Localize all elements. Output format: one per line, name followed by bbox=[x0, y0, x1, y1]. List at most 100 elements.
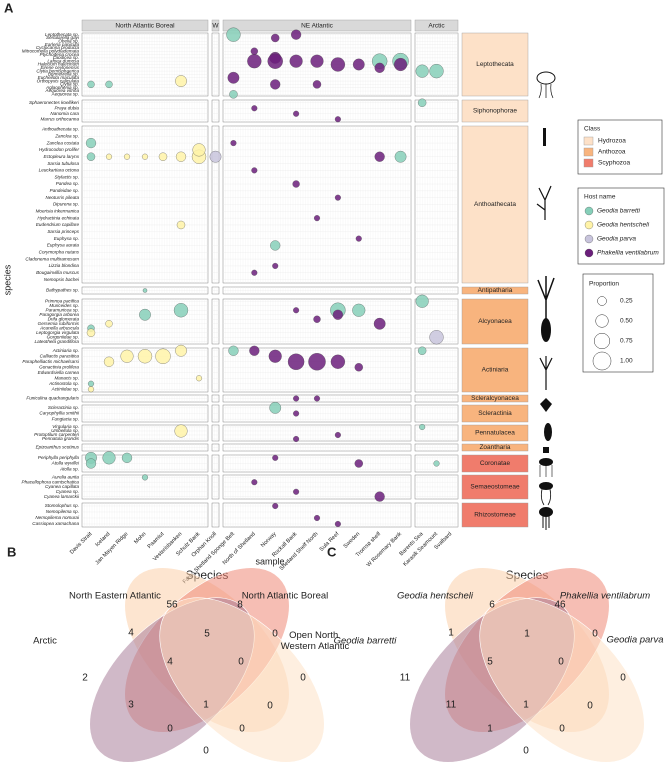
species-label: Virgularia sp. bbox=[52, 424, 79, 429]
bubble bbox=[267, 53, 283, 69]
species-label: Eucheilota maculata bbox=[38, 75, 80, 80]
location-label: Davis Strait bbox=[69, 531, 94, 556]
bubble bbox=[230, 140, 237, 147]
panel-background bbox=[211, 424, 220, 442]
species-label: Bonneviella sp. bbox=[48, 72, 79, 77]
bubble bbox=[272, 503, 279, 509]
bubble bbox=[272, 262, 279, 269]
bubble bbox=[271, 33, 280, 43]
bubble bbox=[354, 459, 363, 468]
order-label: Pennatulacea bbox=[475, 430, 515, 437]
species-label: Lafoea dumosa bbox=[47, 58, 79, 63]
bubble bbox=[433, 460, 440, 467]
legend-marker bbox=[584, 220, 594, 230]
species-label: Neoturris pileata bbox=[46, 195, 80, 200]
bubble bbox=[251, 479, 258, 486]
panel-background bbox=[414, 502, 459, 528]
venn-count: 1 bbox=[487, 724, 493, 735]
bubble bbox=[86, 152, 96, 161]
bubble bbox=[293, 488, 300, 495]
species-label: Nanomia cara bbox=[50, 111, 79, 116]
order-label: Zoantharia bbox=[479, 444, 510, 451]
species-label: Obelia sp. bbox=[58, 39, 79, 44]
size-key bbox=[592, 351, 612, 371]
species-label: Ptychogena crocea bbox=[40, 52, 80, 57]
bubble bbox=[352, 303, 366, 317]
bubble bbox=[308, 353, 326, 371]
legend-label: Anthozoa bbox=[598, 149, 626, 156]
species-label: Actiniidae sp. bbox=[51, 386, 79, 391]
bubble bbox=[417, 346, 427, 355]
species-label: Dipurena sp. bbox=[53, 202, 79, 207]
class-strip bbox=[461, 443, 529, 452]
species-label: Paramuricea sp. bbox=[46, 307, 79, 312]
bubble bbox=[293, 307, 300, 314]
venn-count: 0 bbox=[167, 724, 173, 735]
bubble bbox=[330, 57, 346, 72]
bubble bbox=[310, 54, 324, 68]
species-label: Laodicea sp. bbox=[53, 55, 79, 60]
bubble bbox=[293, 110, 300, 117]
order-label: Actiniaria bbox=[482, 367, 509, 374]
bubble bbox=[174, 424, 188, 438]
order-label: Coronatae bbox=[480, 460, 511, 467]
size-label: 1.00 bbox=[620, 358, 633, 365]
bubble bbox=[354, 363, 363, 372]
venn-set-label: North Eastern Atlantic bbox=[69, 591, 161, 602]
order-label: Scleralcyonacea bbox=[471, 395, 519, 402]
venn-count: 0 bbox=[592, 629, 598, 640]
venn-set-label: North Atlantic Boreal bbox=[242, 591, 329, 602]
bubble bbox=[155, 348, 171, 364]
bubble bbox=[139, 308, 151, 321]
location-label: Sweden bbox=[343, 531, 362, 550]
panel-background bbox=[414, 99, 459, 123]
bubble bbox=[251, 167, 258, 174]
bubble bbox=[142, 153, 148, 160]
bubble bbox=[334, 194, 341, 201]
species-label: Sarsia princeps bbox=[47, 229, 79, 234]
class-legend: Class Hydrozoa Anthozoa Scyphozoa bbox=[577, 119, 663, 175]
species-label: Sertularella gayi bbox=[46, 35, 80, 40]
bubble bbox=[289, 54, 303, 68]
species-label: Cyclocanna producta bbox=[36, 45, 80, 50]
bubble bbox=[272, 454, 279, 461]
icons bbox=[536, 71, 556, 530]
species-label: Stylactis sp. bbox=[54, 174, 79, 179]
species-label: Gonactinia prolifera bbox=[39, 364, 79, 369]
species-label: Nemopilema sp. bbox=[46, 509, 79, 514]
panel-background bbox=[211, 298, 220, 345]
species-label: Orthopyxis caliculata bbox=[37, 78, 80, 83]
bubble bbox=[209, 150, 222, 163]
bubble bbox=[352, 58, 365, 71]
venn-count: 11 bbox=[446, 700, 457, 711]
bubble bbox=[120, 349, 134, 363]
bubble bbox=[293, 410, 300, 417]
species-label: Pennatula grandis bbox=[42, 436, 80, 441]
class-strip bbox=[461, 454, 529, 473]
bubble bbox=[142, 474, 148, 481]
bubble bbox=[226, 27, 241, 42]
bubble bbox=[124, 153, 130, 160]
size-key bbox=[593, 332, 611, 350]
panel-background bbox=[211, 347, 220, 393]
location-label: Mohn bbox=[133, 531, 147, 545]
facet-strip bbox=[414, 19, 459, 32]
venn-count: 0 bbox=[300, 673, 306, 684]
venn-count: 3 bbox=[128, 700, 134, 711]
bubble bbox=[270, 240, 281, 251]
species-label: Leptogorgia virgulata bbox=[36, 330, 79, 335]
venn-set-label: Geodia parva bbox=[606, 635, 663, 646]
facet-strip bbox=[211, 19, 220, 32]
class-strip bbox=[461, 298, 529, 345]
bubble bbox=[228, 345, 239, 356]
species-label: Pandeidae sp. bbox=[50, 188, 79, 193]
order-label: Leptothecata bbox=[476, 61, 514, 68]
panel-background bbox=[222, 502, 412, 528]
species-label: Cyanea lamarckii bbox=[44, 494, 80, 499]
legend-label: Hydrozoa bbox=[598, 138, 626, 145]
bubble bbox=[374, 151, 385, 162]
bubble bbox=[87, 80, 95, 89]
species-label: Lateothela grandiflora bbox=[35, 339, 80, 344]
bubble bbox=[268, 349, 282, 363]
bubble bbox=[374, 491, 385, 502]
